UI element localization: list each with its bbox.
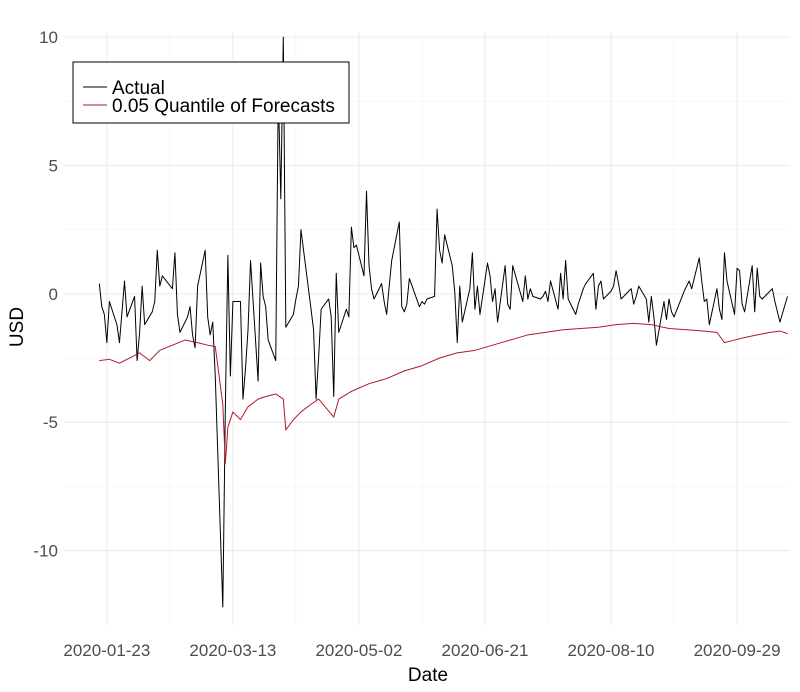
y-tick-label: -10 — [33, 542, 58, 561]
x-tick-label: 2020-09-29 — [694, 641, 781, 660]
major-gridlines — [64, 32, 790, 625]
legend-label-quantile: 0.05 Quantile of Forecasts — [112, 96, 335, 117]
y-tick-label: -5 — [43, 413, 58, 432]
y-tick-label: 0 — [49, 285, 58, 304]
legend: Actual 0.05 Quantile of Forecasts — [72, 61, 350, 124]
x-tick-label: 2020-08-10 — [568, 641, 655, 660]
x-tick-label: 2020-03-13 — [189, 641, 276, 660]
x-tick-label: 2020-05-02 — [315, 641, 402, 660]
x-axis-tick-labels: 2020-01-23 2020-03-13 2020-05-02 2020-06-21… — [63, 641, 780, 660]
series-lines — [98, 36, 788, 608]
x-tick-label: 2020-01-23 — [63, 641, 150, 660]
series-line-0-05-quantile-of-forecasts — [99, 322, 788, 464]
legend-label-actual: Actual — [112, 78, 165, 99]
y-axis-tick-labels: 10 5 0 -5 -10 — [33, 28, 58, 560]
series-line-actual — [98, 36, 788, 608]
x-axis-title: Date — [408, 665, 448, 686]
legend-box — [72, 61, 350, 124]
y-tick-label: 5 — [49, 156, 58, 175]
y-axis-title: USD — [7, 307, 28, 347]
x-tick-label: 2020-06-21 — [441, 641, 528, 660]
y-tick-label: 10 — [39, 28, 58, 47]
